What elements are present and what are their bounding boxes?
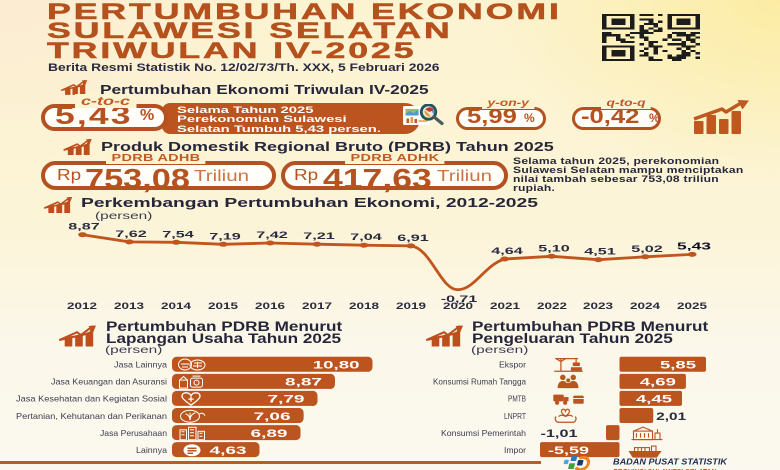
svg-text:7,79: 7,79 [268, 394, 305, 406]
svg-text:Jasa Kesehatan dan Kegiatan So: Jasa Kesehatan dan Kegiatan Sosial [16, 395, 167, 404]
svg-text:2014: 2014 [161, 301, 192, 312]
svg-text:LNPRT: LNPRT [504, 412, 526, 421]
svg-text:8,87: 8,87 [68, 222, 100, 233]
svg-text:2013: 2013 [114, 301, 144, 312]
svg-text:2023: 2023 [583, 301, 613, 312]
svg-text:7,42: 7,42 [256, 230, 288, 241]
svg-text:5,02: 5,02 [631, 244, 663, 255]
svg-text:2024: 2024 [630, 301, 661, 312]
svg-text:BADAN PUSAT STATISTIK: BADAN PUSAT STATISTIK [613, 458, 728, 467]
svg-text:2,01: 2,01 [656, 411, 686, 423]
svg-text:-0,71: -0,71 [441, 294, 479, 305]
svg-text:10,80: 10,80 [313, 360, 360, 372]
svg-text:7,21: 7,21 [303, 231, 336, 242]
svg-text:Impor: Impor [504, 446, 526, 455]
svg-text:Konsumsi Rumah Tangga: Konsumsi Rumah Tangga [433, 378, 526, 387]
svg-text:Jasa Perusahaan: Jasa Perusahaan [100, 429, 167, 438]
svg-text:PROVINSI SULAWESI SELATAN: PROVINSI SULAWESI SELATAN [613, 469, 717, 470]
svg-text:2025: 2025 [677, 301, 708, 312]
svg-text:Ekspor: Ekspor [499, 361, 526, 370]
svg-text:4,45: 4,45 [636, 394, 672, 406]
svg-text:7,06: 7,06 [254, 411, 291, 423]
svg-text:2021: 2021 [490, 301, 521, 312]
svg-text:Konsumsi Pemerintah: Konsumsi Pemerintah [441, 429, 526, 438]
svg-text:-1,01: -1,01 [541, 428, 578, 440]
svg-text:7,54: 7,54 [162, 229, 195, 240]
svg-text:Jasa Lainnya: Jasa Lainnya [114, 361, 167, 370]
svg-text:6,89: 6,89 [251, 428, 288, 440]
svg-text:2015: 2015 [208, 301, 239, 312]
svg-text:Lainnya: Lainnya [136, 446, 167, 455]
svg-text:2020: 2020 [443, 301, 473, 312]
svg-text:4,63: 4,63 [210, 445, 247, 457]
svg-text:5,85: 5,85 [660, 360, 696, 372]
svg-text:2022: 2022 [537, 301, 567, 312]
svg-text:2017: 2017 [302, 301, 332, 312]
svg-text:7,19: 7,19 [209, 231, 241, 242]
svg-text:6,91: 6,91 [397, 233, 430, 244]
svg-text:2019: 2019 [396, 301, 426, 312]
svg-text:2018: 2018 [349, 301, 379, 312]
svg-text:8,87: 8,87 [285, 377, 322, 389]
svg-text:7,62: 7,62 [115, 229, 147, 240]
svg-text:4,69: 4,69 [640, 377, 676, 389]
svg-text:2012: 2012 [67, 301, 97, 312]
svg-text:4,64: 4,64 [491, 246, 524, 257]
svg-text:-5,59: -5,59 [548, 445, 589, 457]
svg-text:Jasa Keuangan dan Asuransi: Jasa Keuangan dan Asuransi [51, 378, 167, 387]
svg-text:5,10: 5,10 [538, 243, 570, 254]
svg-text:PMTB: PMTB [508, 395, 526, 404]
svg-text:5,43: 5,43 [677, 241, 712, 252]
svg-text:4,51: 4,51 [584, 247, 617, 258]
svg-text:Pertanian, Kehutanan dan Perik: Pertanian, Kehutanan dan Perikanan [16, 412, 167, 421]
svg-text:7,04: 7,04 [350, 232, 383, 243]
svg-text:2016: 2016 [255, 301, 285, 312]
